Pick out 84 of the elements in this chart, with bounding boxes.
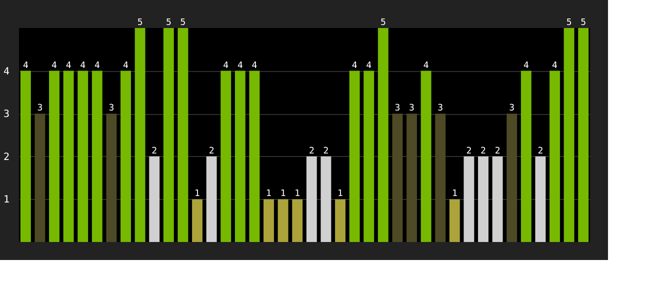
data-label: 1 bbox=[294, 189, 300, 200]
bar bbox=[492, 156, 503, 242]
bar bbox=[520, 70, 532, 242]
bar bbox=[234, 70, 246, 242]
data-label: 4 bbox=[94, 60, 100, 71]
bar bbox=[92, 70, 102, 242]
data-label: 2 bbox=[152, 146, 158, 156]
bar bbox=[49, 70, 60, 242]
data-label: 3 bbox=[108, 104, 114, 114]
bar bbox=[78, 70, 88, 242]
bar bbox=[206, 156, 217, 242]
data-label: 4 bbox=[66, 60, 72, 71]
bar bbox=[420, 70, 432, 242]
data-label: 5 bbox=[137, 18, 143, 28]
bar bbox=[106, 114, 117, 242]
bar bbox=[264, 199, 274, 242]
bar bbox=[149, 156, 160, 242]
data-label: 4 bbox=[366, 60, 372, 71]
bar bbox=[134, 28, 146, 242]
data-label: 1 bbox=[266, 189, 272, 200]
bar bbox=[220, 70, 232, 242]
data-label: 4 bbox=[52, 60, 57, 71]
data-label: 4 bbox=[423, 60, 429, 71]
bar bbox=[464, 156, 474, 242]
data-label: 2 bbox=[308, 146, 314, 156]
y-tick-label: 3 bbox=[3, 109, 10, 120]
data-label: 5 bbox=[180, 18, 186, 28]
bar bbox=[578, 28, 589, 242]
bar bbox=[535, 156, 546, 242]
bar bbox=[392, 114, 403, 242]
bar bbox=[564, 28, 574, 242]
data-label: 4 bbox=[123, 60, 128, 71]
data-label: 4 bbox=[80, 60, 86, 71]
bar bbox=[335, 199, 346, 242]
bar bbox=[20, 70, 31, 242]
data-label: 3 bbox=[438, 104, 444, 114]
bar bbox=[435, 114, 446, 242]
data-label: 2 bbox=[480, 146, 486, 156]
bar bbox=[506, 114, 518, 242]
y-tick-label: 2 bbox=[3, 152, 10, 163]
data-label: 5 bbox=[380, 18, 386, 28]
data-label: 1 bbox=[338, 189, 343, 200]
bar bbox=[449, 199, 460, 242]
data-label: 5 bbox=[580, 18, 586, 28]
bar bbox=[349, 70, 360, 242]
data-label: 4 bbox=[552, 60, 558, 71]
data-label: 2 bbox=[538, 146, 544, 156]
bar bbox=[320, 156, 332, 242]
bar bbox=[550, 70, 560, 242]
bar bbox=[34, 114, 46, 242]
bar bbox=[278, 199, 288, 242]
data-label: 4 bbox=[252, 60, 258, 71]
data-label: 3 bbox=[509, 104, 515, 114]
data-label: 4 bbox=[223, 60, 229, 71]
bar bbox=[63, 70, 74, 242]
data-label: 4 bbox=[352, 60, 358, 71]
bar bbox=[120, 70, 131, 242]
data-label: 4 bbox=[523, 60, 529, 71]
data-label: 2 bbox=[494, 146, 500, 156]
bar bbox=[292, 199, 303, 242]
bar bbox=[364, 70, 374, 242]
data-label: 4 bbox=[22, 60, 28, 71]
bar bbox=[163, 28, 174, 242]
data-label: 1 bbox=[452, 189, 458, 200]
bar bbox=[192, 199, 202, 242]
y-tick-label: 4 bbox=[3, 66, 10, 78]
bar bbox=[378, 28, 388, 242]
data-label: 5 bbox=[166, 18, 172, 28]
y-tick-label: 1 bbox=[3, 194, 10, 206]
data-label: 4 bbox=[237, 60, 243, 71]
data-label: 5 bbox=[566, 18, 572, 28]
data-label: 3 bbox=[37, 104, 43, 114]
data-label: 2 bbox=[323, 146, 329, 156]
data-label: 3 bbox=[409, 104, 414, 114]
data-label: 3 bbox=[394, 104, 400, 114]
data-label: 2 bbox=[466, 146, 472, 156]
bar bbox=[306, 156, 317, 242]
bar bbox=[478, 156, 488, 242]
data-label: 1 bbox=[280, 189, 286, 200]
bar bbox=[178, 28, 188, 242]
bar bbox=[249, 70, 260, 242]
data-label: 1 bbox=[194, 189, 200, 200]
bar bbox=[406, 114, 417, 242]
data-label: 2 bbox=[208, 146, 214, 156]
